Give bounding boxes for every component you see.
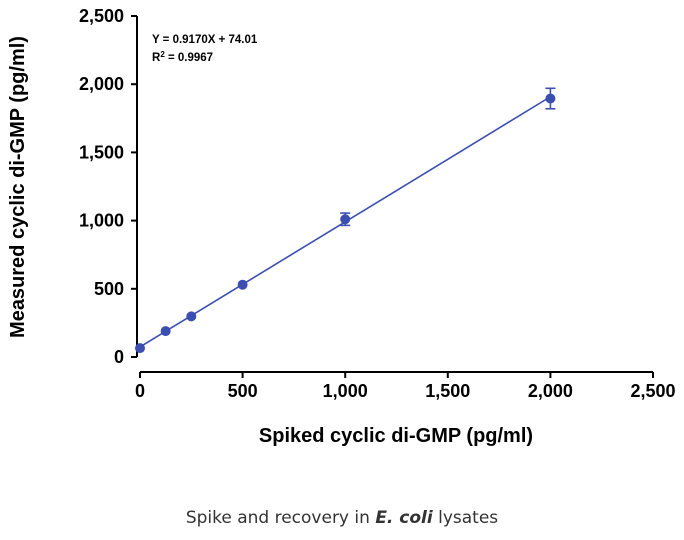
x-tick-label: 0 <box>135 381 145 401</box>
fit-equation: Y = 0.9170X + 74.01 <box>152 34 258 46</box>
figure-caption: Spike and recovery in E. coli lysates <box>185 508 499 528</box>
y-tick-label: 2,000 <box>79 74 124 94</box>
data-point <box>186 311 197 322</box>
data-point <box>237 279 248 290</box>
data-point <box>135 343 145 354</box>
x-tick-label: 2,000 <box>528 381 573 401</box>
y-tick-label: 1,000 <box>79 211 124 231</box>
data-point <box>340 214 351 225</box>
y-tick-label: 1,500 <box>79 142 124 162</box>
y-axis-title: Measured cyclic di-GMP (pg/ml) <box>7 36 29 338</box>
y-tick-label: 0 <box>114 347 124 367</box>
x-tick-label: 1,500 <box>425 381 470 401</box>
plot-area: 0 500 1,000 1,500 2,000 2,500 0 500 1,000 1,500 2,… <box>79 6 676 401</box>
x-axis-title: Spiked cyclic di-GMP (pg/ml) <box>259 425 533 447</box>
r-squared: R2 = 0.9967 <box>152 50 213 64</box>
x-tick-label: 500 <box>228 381 258 401</box>
x-tick-label: 2,500 <box>630 381 675 401</box>
y-tick-label: 2,500 <box>79 6 124 26</box>
data-point <box>545 93 556 104</box>
data-point <box>160 326 171 337</box>
y-tick-label: 500 <box>94 279 124 299</box>
x-tick-label: 1,000 <box>323 381 368 401</box>
